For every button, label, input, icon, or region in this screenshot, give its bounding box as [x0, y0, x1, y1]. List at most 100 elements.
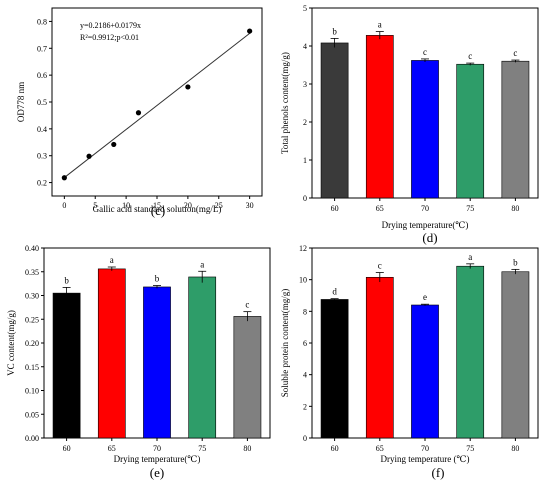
y-tick-label: 0.00: [25, 434, 39, 443]
y-tick-label: 2: [303, 402, 307, 411]
significance-letter: c: [468, 51, 472, 61]
x-tick-label: 15: [153, 201, 161, 210]
x-axis-label-c: Gallic acid standard solution(mg/L): [93, 204, 222, 214]
x-tick-label: 80: [243, 444, 251, 453]
panel-label-f: (f): [432, 465, 445, 480]
bar-60: [52, 292, 81, 439]
x-tick-label: 75: [466, 444, 474, 453]
significance-letter: a: [200, 259, 204, 269]
y-tick-label: 8: [303, 307, 307, 316]
x-tick-label: 60: [331, 444, 339, 453]
data-point: [111, 141, 117, 148]
x-tick-label: 20: [184, 201, 192, 210]
regression-line: [64, 32, 250, 178]
x-tick-label: 25: [215, 201, 223, 210]
x-tick-label: 5: [93, 201, 97, 210]
significance-letter: a: [378, 20, 382, 30]
fit-equation: y=0.2186+0.0179x: [80, 21, 141, 30]
y-tick-label: 0.7: [37, 44, 47, 53]
y-tick-label: 0.25: [25, 315, 39, 324]
bar-70: [143, 286, 171, 439]
data-point: [247, 28, 253, 34]
panel-label-d: (d): [422, 230, 437, 245]
x-axis-label-d: Drying temperature(℃): [382, 220, 469, 230]
panel-label-c: (c): [151, 203, 165, 218]
significance-letter: e: [423, 292, 427, 302]
y-axis-label-f: Soluble protein content(mg/g): [280, 289, 290, 397]
y-tick-label: 3: [303, 80, 307, 89]
y-tick-label: 5: [303, 4, 307, 13]
x-tick-label: 75: [198, 444, 206, 453]
data-point: [135, 110, 142, 116]
bar-75: [456, 265, 485, 439]
x-tick-label: 65: [376, 444, 384, 453]
y-tick-label: 0.20: [25, 339, 39, 348]
y-tick-label: 6: [303, 339, 307, 348]
y-tick-label: 10: [299, 276, 307, 285]
bar-65: [97, 268, 126, 439]
bar-80: [501, 60, 530, 199]
data-point: [185, 84, 191, 90]
x-tick-label: 70: [153, 444, 161, 453]
y-tick-label: 4: [303, 371, 307, 380]
y-tick-label: 0: [303, 194, 307, 203]
y-tick-label: 0.2: [37, 179, 47, 188]
significance-letter: d: [332, 287, 337, 297]
bar-60: [320, 299, 349, 439]
bar-65: [365, 35, 394, 199]
y-tick-label: 0.5: [37, 98, 47, 107]
x-tick-label: 70: [421, 204, 429, 213]
significance-letter: b: [64, 275, 69, 285]
x-tick-label: 60: [63, 444, 71, 453]
bar-70: [411, 304, 439, 439]
y-tick-label: 0.05: [25, 410, 39, 419]
x-tick-label: 0: [62, 201, 66, 210]
y-tick-label: 12: [299, 244, 307, 253]
significance-letter: c: [513, 48, 517, 58]
significance-letter: a: [468, 252, 472, 262]
y-tick-label: 2: [303, 118, 307, 127]
x-tick-label: 10: [122, 201, 130, 210]
x-tick-label: 80: [511, 444, 519, 453]
y-axis-label-d: Total phenols content(mg/g): [280, 52, 290, 154]
y-tick-label: 0.8: [37, 17, 47, 26]
bar-60: [320, 42, 349, 199]
y-axis-label-e: VC content(mg/g): [6, 310, 16, 376]
significance-letter: b: [513, 257, 518, 267]
significance-letter: c: [378, 261, 382, 271]
y-tick-label: 0.3: [37, 152, 47, 161]
significance-letter: b: [332, 26, 337, 36]
bar-65: [365, 276, 394, 439]
x-tick-label: 30: [246, 201, 254, 210]
bar-80: [233, 316, 262, 439]
x-axis-label-e: Drying temperature(℃): [114, 454, 201, 464]
y-tick-label: 0: [303, 434, 307, 443]
data-point: [86, 153, 92, 159]
fit-r2: R²=0.9912;p<0.01: [80, 33, 139, 42]
y-tick-label: 4: [303, 42, 307, 51]
y-axis-label-c: OD778 nm: [16, 82, 26, 122]
x-tick-label: 75: [466, 204, 474, 213]
bar-75: [456, 63, 485, 199]
significance-letter: c: [423, 47, 427, 57]
x-tick-label: 70: [421, 444, 429, 453]
x-tick-label: 80: [511, 204, 519, 213]
bar-80: [501, 271, 530, 439]
x-tick-label: 65: [108, 444, 116, 453]
y-tick-label: 0.35: [25, 268, 39, 277]
panel-label-e: (e): [150, 465, 164, 480]
y-tick-label: 0.6: [37, 71, 47, 80]
y-tick-label: 0.15: [25, 363, 39, 372]
data-point: [61, 175, 67, 181]
bar-70: [411, 60, 439, 199]
bar-75: [188, 276, 217, 439]
significance-letter: b: [155, 274, 160, 284]
x-tick-label: 60: [331, 204, 339, 213]
significance-letter: c: [245, 300, 249, 310]
x-tick-label: 65: [376, 204, 384, 213]
y-tick-label: 0.30: [25, 292, 39, 301]
x-axis-label-f: Drying temperature (℃): [380, 454, 469, 464]
y-tick-label: 0.10: [25, 387, 39, 396]
y-tick-label: 0.4: [37, 125, 47, 134]
